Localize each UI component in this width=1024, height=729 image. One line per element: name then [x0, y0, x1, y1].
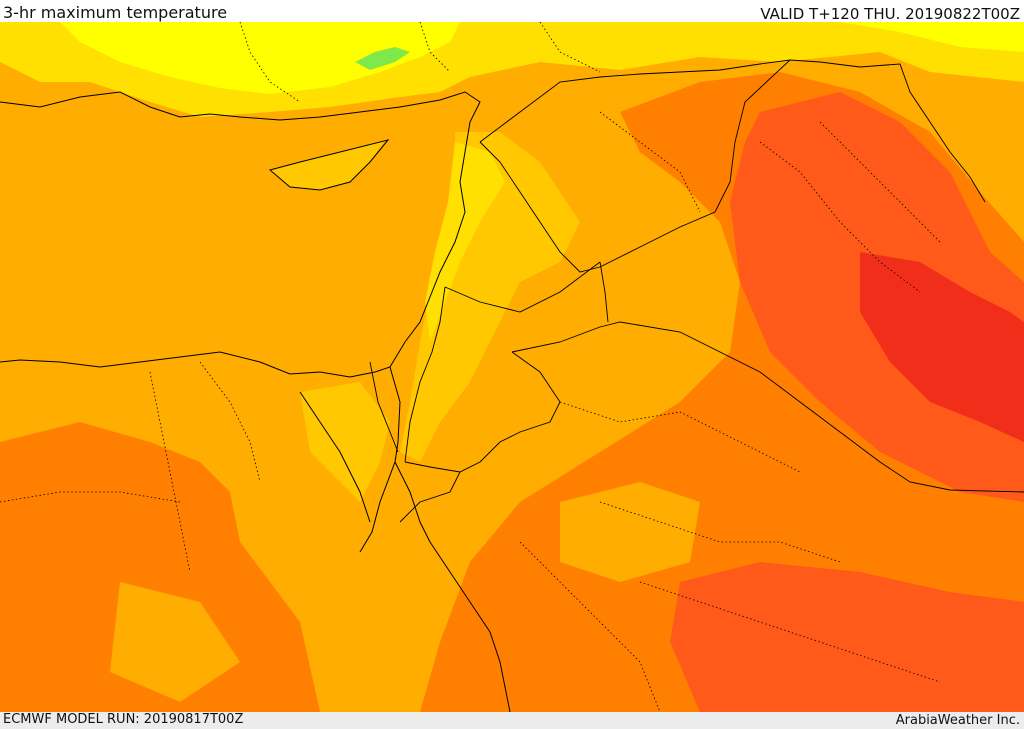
country-borders — [369, 59, 1024, 523]
map-title: 3-hr maximum temperature — [3, 3, 228, 22]
footer-bar: ECMWF MODEL RUN: 20190817T00Z ArabiaWeat… — [0, 712, 1024, 729]
coastlines — [0, 91, 511, 712]
map-canvas — [0, 22, 1024, 712]
cyprus — [270, 140, 385, 190]
levant-coast-zone — [425, 142, 505, 342]
cool-spot — [355, 47, 410, 70]
egypt-hot-zone — [0, 422, 320, 712]
nafud-moderate-patch — [560, 482, 700, 582]
caucasus-mild-zone — [840, 22, 1024, 52]
egypt-moderate-patch — [110, 582, 240, 702]
province-borders — [0, 22, 941, 712]
mediterranean-sea — [0, 102, 455, 372]
valid-time: VALID T+120 THU. 20190822T00Z — [760, 5, 1020, 23]
model-run-label: ECMWF MODEL RUN: 20190817T00Z — [3, 712, 244, 727]
iraq-extreme-zone — [860, 252, 1024, 442]
header-bar: 3-hr maximum temperature VALID T+120 THU… — [0, 0, 1024, 23]
sinai-zone — [300, 382, 390, 502]
southern-arabia-very-hot-zone — [670, 562, 1024, 712]
temperature-map[interactable] — [0, 22, 1024, 712]
turkey-mild-zone — [60, 22, 460, 94]
credit-label: ArabiaWeather Inc. — [895, 713, 1020, 728]
